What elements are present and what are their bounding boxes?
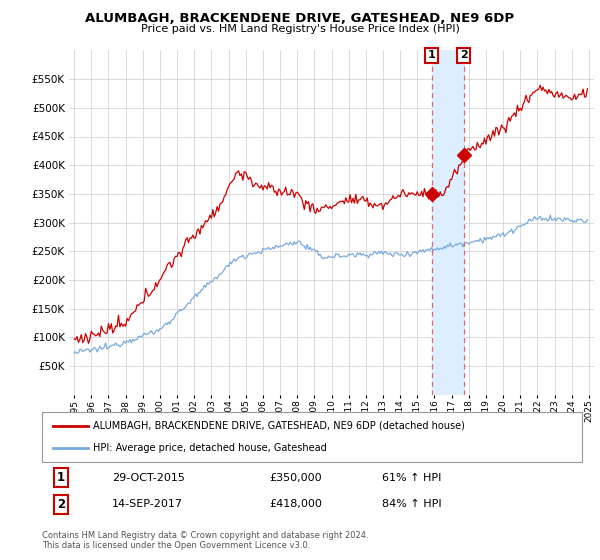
Text: 1: 1 xyxy=(57,471,65,484)
Text: 2: 2 xyxy=(460,50,467,60)
Text: ALUMBAGH, BRACKENDENE DRIVE, GATESHEAD, NE9 6DP: ALUMBAGH, BRACKENDENE DRIVE, GATESHEAD, … xyxy=(85,12,515,25)
Text: £418,000: £418,000 xyxy=(269,499,322,509)
Text: 2: 2 xyxy=(57,498,65,511)
Text: Price paid vs. HM Land Registry's House Price Index (HPI): Price paid vs. HM Land Registry's House … xyxy=(140,24,460,34)
Text: 1: 1 xyxy=(428,50,436,60)
Text: £350,000: £350,000 xyxy=(269,473,322,483)
Text: Contains HM Land Registry data © Crown copyright and database right 2024.
This d: Contains HM Land Registry data © Crown c… xyxy=(42,531,368,550)
Text: 29-OCT-2015: 29-OCT-2015 xyxy=(112,473,185,483)
Text: 84% ↑ HPI: 84% ↑ HPI xyxy=(382,499,442,509)
FancyBboxPatch shape xyxy=(42,412,582,462)
Text: 61% ↑ HPI: 61% ↑ HPI xyxy=(382,473,442,483)
Bar xyxy=(431,50,464,395)
Text: HPI: Average price, detached house, Gateshead: HPI: Average price, detached house, Gate… xyxy=(94,443,327,453)
Text: ALUMBAGH, BRACKENDENE DRIVE, GATESHEAD, NE9 6DP (detached house): ALUMBAGH, BRACKENDENE DRIVE, GATESHEAD, … xyxy=(94,421,465,431)
Text: 14-SEP-2017: 14-SEP-2017 xyxy=(112,499,183,509)
